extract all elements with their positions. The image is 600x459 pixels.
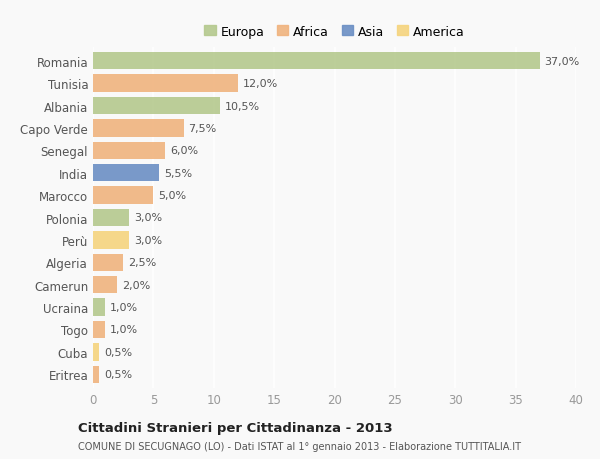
- Text: Cittadini Stranieri per Cittadinanza - 2013: Cittadini Stranieri per Cittadinanza - 2…: [78, 421, 392, 434]
- Text: 2,0%: 2,0%: [122, 280, 150, 290]
- Bar: [93, 165, 160, 182]
- Bar: [93, 75, 238, 93]
- Bar: [93, 366, 99, 383]
- Bar: [93, 343, 99, 361]
- Legend: Europa, Africa, Asia, America: Europa, Africa, Asia, America: [199, 21, 470, 44]
- Bar: [93, 98, 220, 115]
- Text: COMUNE DI SECUGNAGO (LO) - Dati ISTAT al 1° gennaio 2013 - Elaborazione TUTTITAL: COMUNE DI SECUGNAGO (LO) - Dati ISTAT al…: [78, 441, 521, 451]
- Text: 37,0%: 37,0%: [545, 56, 580, 67]
- Bar: [93, 299, 105, 316]
- Text: 5,0%: 5,0%: [158, 190, 187, 201]
- Bar: [93, 120, 184, 137]
- Bar: [93, 254, 123, 271]
- Text: 2,5%: 2,5%: [128, 257, 156, 268]
- Text: 0,5%: 0,5%: [104, 347, 132, 357]
- Bar: [93, 142, 166, 160]
- Text: 1,0%: 1,0%: [110, 325, 138, 335]
- Bar: [93, 321, 105, 338]
- Text: 3,0%: 3,0%: [134, 235, 162, 246]
- Text: 5,5%: 5,5%: [164, 168, 193, 179]
- Bar: [93, 187, 154, 204]
- Text: 3,0%: 3,0%: [134, 213, 162, 223]
- Text: 6,0%: 6,0%: [170, 146, 199, 156]
- Text: 7,5%: 7,5%: [188, 123, 217, 134]
- Bar: [93, 232, 129, 249]
- Text: 12,0%: 12,0%: [243, 79, 278, 89]
- Text: 0,5%: 0,5%: [104, 369, 132, 380]
- Text: 1,0%: 1,0%: [110, 302, 138, 313]
- Bar: [93, 276, 117, 294]
- Text: 10,5%: 10,5%: [224, 101, 260, 111]
- Bar: [93, 209, 129, 227]
- Bar: [93, 53, 540, 70]
